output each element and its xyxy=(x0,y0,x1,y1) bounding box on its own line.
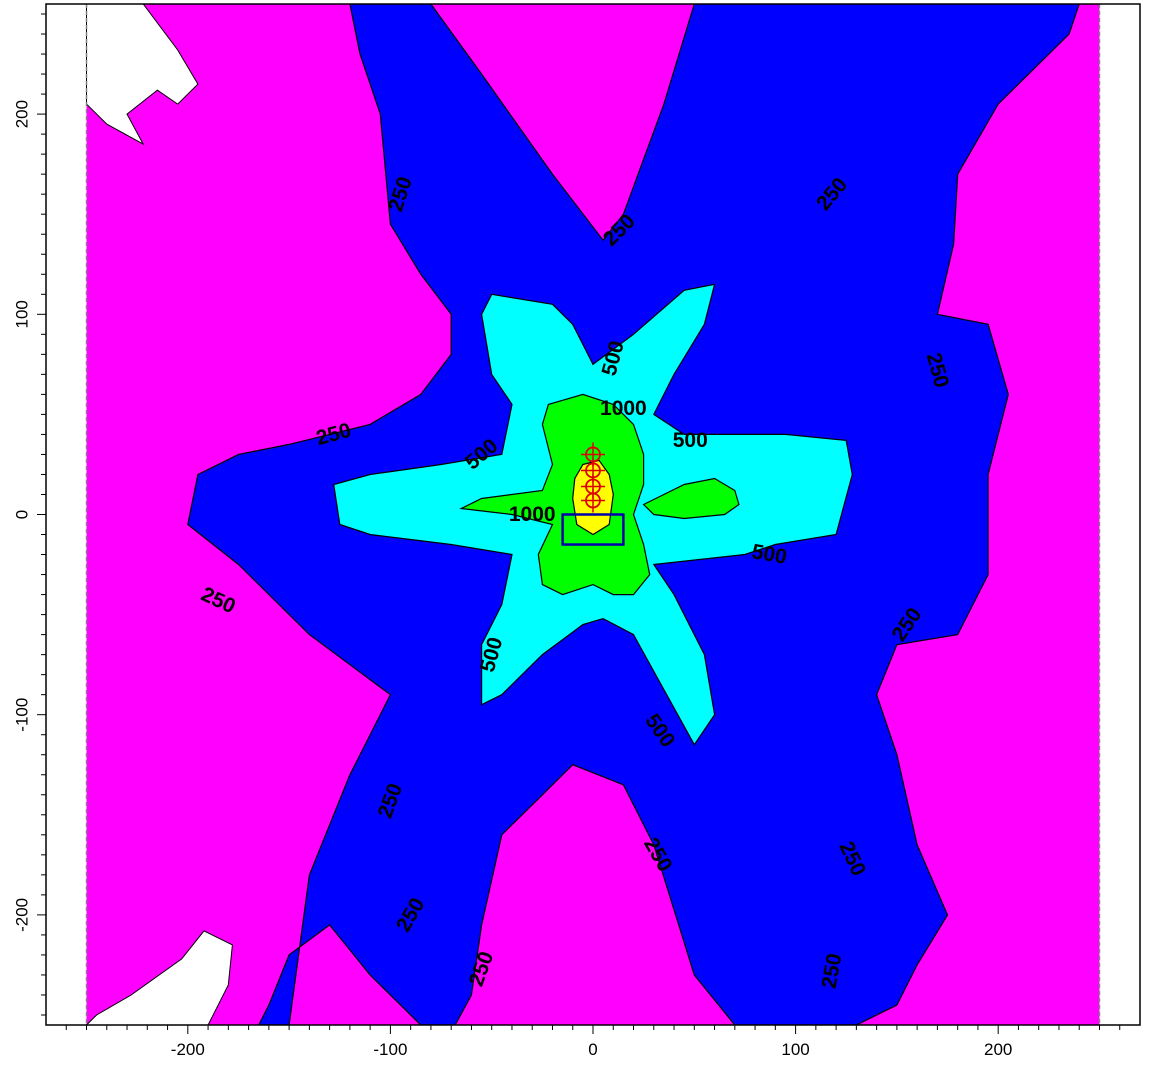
y-tick-label: 200 xyxy=(13,100,32,128)
blank-region-upper-left xyxy=(86,4,199,146)
y-tick-label: -100 xyxy=(13,698,32,732)
y-tick-label: 100 xyxy=(13,300,32,328)
x-axis: -200 -100 0 100 200 xyxy=(65,1025,1121,1059)
x-tick-label: 200 xyxy=(984,1040,1012,1059)
contour-label: 1000 xyxy=(509,503,556,526)
band-1000-lobe xyxy=(642,477,740,520)
source-marker xyxy=(581,488,605,513)
x-tick-label: 100 xyxy=(781,1040,809,1059)
y-tick-label: -200 xyxy=(13,898,32,932)
x-tick-label: -100 xyxy=(373,1040,407,1059)
y-tick-label: 0 xyxy=(13,510,32,519)
y-axis: -200 -100 0 100 200 xyxy=(13,13,46,1016)
x-tick-label: -200 xyxy=(171,1040,205,1059)
x-tick-label: 0 xyxy=(588,1040,597,1059)
blank-region-lower-left xyxy=(85,930,233,1025)
building-outline xyxy=(561,513,625,546)
contour-label: 500 xyxy=(673,429,708,452)
contour-label: 1000 xyxy=(600,397,647,420)
